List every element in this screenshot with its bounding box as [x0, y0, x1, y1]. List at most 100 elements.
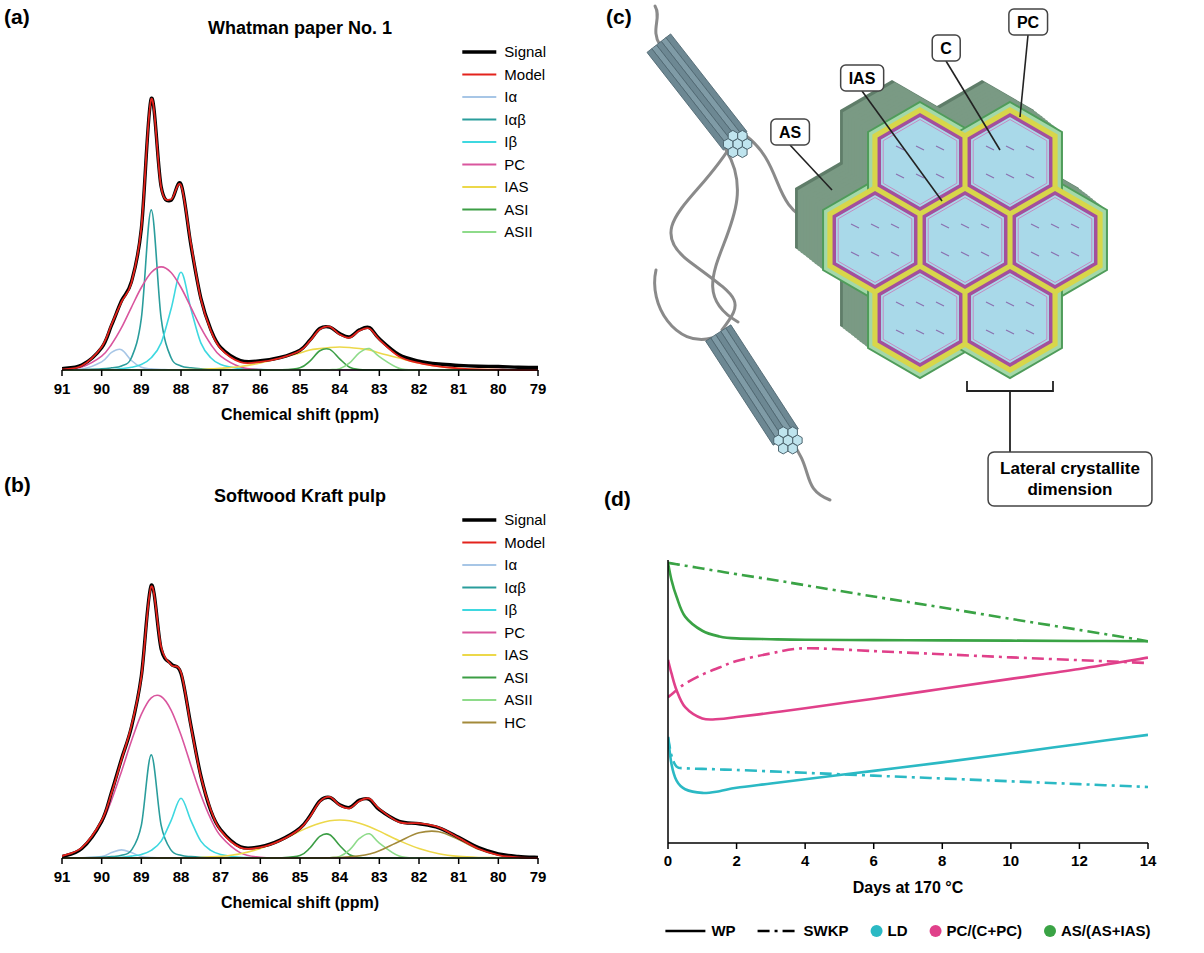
- tick-mark: [873, 843, 875, 849]
- legend-label: WP: [711, 922, 735, 939]
- legend-label: Iαβ: [504, 579, 526, 596]
- tick-label: 81: [450, 380, 467, 397]
- tick-mark: [1010, 843, 1012, 849]
- series-line: [62, 834, 538, 858]
- leader-line: [946, 61, 1000, 150]
- plot-area: [668, 563, 1148, 793]
- legend-label: Iβ: [504, 133, 517, 150]
- legend: SignalModelIαIαβIβPCIASASIASII: [462, 43, 546, 240]
- small-hexagon: [779, 443, 788, 454]
- legend-label: Signal: [504, 511, 546, 528]
- tick-label: 89: [133, 868, 150, 885]
- legend-swatch: [462, 74, 496, 76]
- crystallite: [969, 271, 1050, 365]
- caption-line: dimension: [1027, 480, 1112, 499]
- panel-label: (c): [606, 5, 632, 28]
- panel-label: (a): [4, 5, 30, 28]
- series-line: [668, 735, 1148, 793]
- crystallite-cluster: [823, 102, 1107, 378]
- small-hexagon: [779, 427, 788, 438]
- axis-title: Days at 170 °C: [853, 879, 964, 896]
- tick-label: 85: [292, 380, 309, 397]
- chart-title: Softwood Kraft pulp: [214, 486, 386, 506]
- series-line: [62, 210, 538, 370]
- chain-dash: [871, 252, 879, 256]
- chain-dash: [891, 224, 899, 228]
- tick-mark: [537, 370, 539, 376]
- diagram-label: IAS: [849, 70, 876, 87]
- diagram-label: PC: [1017, 14, 1040, 31]
- tick-label: 91: [54, 380, 71, 397]
- label-box: [932, 35, 960, 61]
- fibril-strand: [716, 331, 789, 438]
- trend-panel: (d)02468101214Days at 170 °CWPSWKPLDPC/(…: [604, 487, 1157, 939]
- fibril-strand: [652, 45, 733, 146]
- small-hexagon: [788, 443, 797, 454]
- legend-swatch: [1044, 925, 1056, 937]
- tick-mark: [141, 370, 143, 376]
- legend-label: Model: [504, 534, 545, 551]
- series-line: [668, 563, 1148, 641]
- cellulose-chain: [655, 270, 712, 339]
- tick-mark: [1147, 843, 1149, 849]
- legend-label: Iαβ: [504, 111, 526, 128]
- diagram-panel: (c)ASIASCPCLateral crystallitedimension: [606, 5, 1152, 506]
- tick-label: 2: [732, 852, 740, 869]
- tick-mark: [418, 370, 420, 376]
- diagram-label: C: [940, 40, 952, 57]
- crystallite: [969, 115, 1050, 209]
- chain-dash: [851, 224, 859, 228]
- tick-mark: [220, 858, 222, 864]
- legend-label: AS/(AS+IAS): [1061, 922, 1151, 939]
- tick-label: 80: [490, 868, 507, 885]
- tick-mark: [141, 858, 143, 864]
- legend-label: PC: [504, 156, 525, 173]
- chain-dash: [1006, 146, 1014, 150]
- chain-dash: [1006, 174, 1014, 178]
- legend-label: Signal: [504, 43, 546, 60]
- chain-dash: [986, 174, 994, 178]
- legend-swatch: [462, 141, 496, 143]
- legend-swatch: [462, 542, 496, 544]
- tick-label: 80: [490, 380, 507, 397]
- legend-label: ASI: [504, 201, 528, 218]
- fibril-strand: [661, 38, 742, 139]
- axis-title: Chemical shift (ppm): [221, 894, 379, 911]
- chain-dash: [986, 330, 994, 334]
- fibril-end: [723, 130, 751, 157]
- tick-label: 88: [173, 380, 190, 397]
- tick-label: 84: [331, 868, 348, 885]
- legend-label: Model: [504, 66, 545, 83]
- legend-swatch: [665, 930, 705, 933]
- series-line: [62, 820, 538, 858]
- legend-label: IAS: [504, 646, 528, 663]
- tick-mark: [418, 858, 420, 864]
- fibril-strand: [706, 338, 779, 445]
- tick-mark: [180, 370, 182, 376]
- spectrum-panel: (b)Softwood Kraft pulp919089888786858483…: [4, 473, 546, 911]
- leader-line: [1020, 35, 1028, 117]
- legend-swatch: [462, 677, 496, 679]
- legend: WPSWKPLDPC/(C+PC)AS/(AS+IAS): [665, 922, 1150, 939]
- series-line: [668, 658, 1148, 720]
- chain-dash: [871, 224, 879, 228]
- tick-mark: [379, 858, 381, 864]
- tick-mark: [379, 370, 381, 376]
- crystallite: [924, 193, 1005, 287]
- legend-label: ASI: [504, 669, 528, 686]
- chain-dash: [1071, 252, 1079, 256]
- tick-label: 83: [371, 868, 388, 885]
- pc-inner: [883, 276, 957, 361]
- fibril-strand: [711, 335, 784, 442]
- fibril-end: [774, 427, 802, 454]
- chart-title: Whatman paper No. 1: [208, 18, 392, 38]
- legend-swatch: [871, 925, 883, 937]
- series-line: [62, 586, 538, 858]
- cellulose-chain: [713, 150, 738, 322]
- series-line: [668, 648, 1148, 697]
- legend-swatch: [462, 632, 496, 634]
- chain-dash: [916, 330, 924, 334]
- tick-label: 82: [411, 868, 428, 885]
- legend-label: PC: [504, 624, 525, 641]
- pc-inner: [1018, 198, 1092, 283]
